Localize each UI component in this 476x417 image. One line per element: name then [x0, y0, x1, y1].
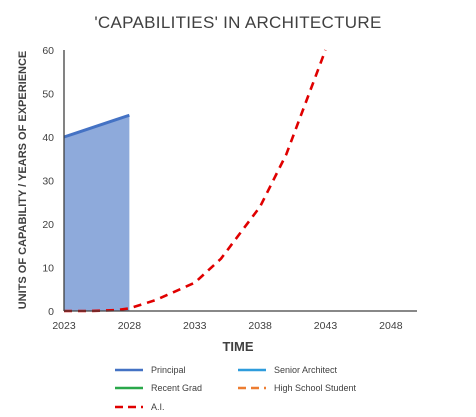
x-axis-ticks: 2023 2028 2033 2038 2043 2048: [52, 320, 402, 332]
y-tick-label-5: 50: [42, 89, 54, 101]
legend-label-3: High School Student: [274, 383, 357, 393]
x-tick-label-1: 2028: [118, 320, 142, 332]
x-tick-label-4: 2043: [314, 320, 338, 332]
legend-label-2: Recent Grad: [151, 383, 202, 393]
series-area-0: [64, 115, 130, 311]
y-tick-label-1: 10: [42, 263, 54, 275]
x-axis-title: TIME: [222, 339, 253, 354]
x-tick-label-0: 2023: [52, 320, 76, 332]
y-axis-ticks: 0 10 20 30 40 50 60: [42, 45, 54, 318]
y-axis-title: UNITS OF CAPABILITY / YEARS OF EXPERIENC…: [17, 51, 29, 310]
x-tick-label-3: 2038: [248, 320, 272, 332]
y-tick-label-2: 20: [42, 219, 54, 231]
x-tick-label-2: 2033: [183, 320, 207, 332]
y-tick-label-4: 40: [42, 132, 54, 144]
y-tick-label-3: 30: [42, 176, 54, 188]
y-tick-label-6: 60: [42, 45, 54, 57]
legend-label-4: A.I.: [151, 402, 165, 412]
legend-label-0: Principal: [151, 365, 186, 375]
series-line-4: [64, 49, 327, 313]
x-tick-label-5: 2048: [379, 320, 403, 332]
y-tick-label-0: 0: [48, 306, 54, 318]
chart-title: 'CAPABILITIES' IN ARCHITECTURE: [94, 13, 381, 32]
legend-label-1: Senior Architect: [274, 365, 338, 375]
legend: Principal Senior Architect Recent Grad High…: [115, 365, 357, 412]
plot-area: [63, 49, 417, 313]
series-line-0: [63, 113, 130, 139]
